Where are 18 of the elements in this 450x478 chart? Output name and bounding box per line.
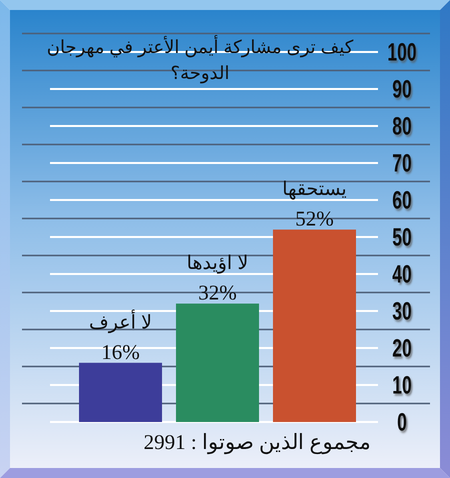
y-tick-label: 100 [387, 38, 417, 66]
y-tick-label: 50 [392, 222, 412, 252]
y-tick-label: 20 [392, 334, 412, 362]
y-tick-label: 0 [397, 408, 407, 436]
y-tick-label: 70 [392, 148, 412, 178]
x-tick-label: لا أعرف [89, 309, 152, 334]
y-tick-label: 30 [392, 296, 412, 326]
data-label: 32% [198, 280, 237, 305]
y-tick-label: 90 [392, 74, 412, 104]
y-tick-label: 40 [392, 260, 412, 288]
text: مجموع الذين صوتوا : 2991 [144, 430, 370, 455]
y-tick-label: 10 [392, 370, 412, 400]
data-label: 16% [101, 340, 140, 364]
x-tick-label: يستحقها [282, 179, 347, 200]
y-tick-label: 80 [392, 112, 412, 140]
x-tick-label: لا اؤيدها [186, 253, 248, 274]
data-label: 52% [295, 206, 334, 231]
y-tick-label: 60 [392, 186, 412, 214]
